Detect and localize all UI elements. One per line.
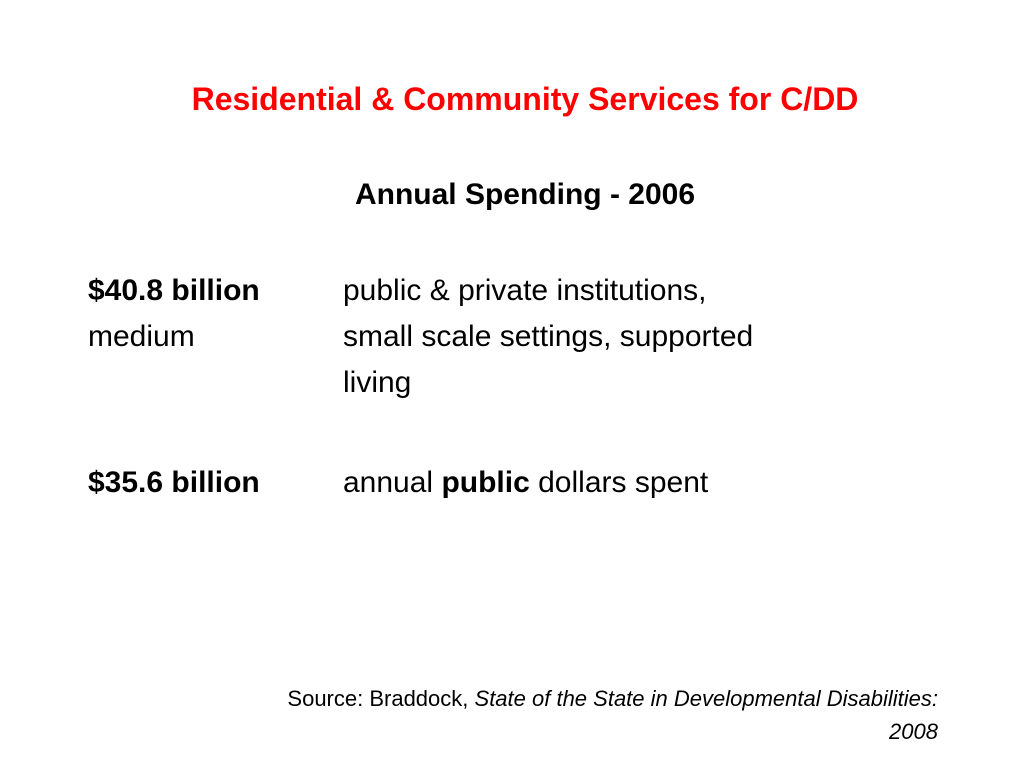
- spending-amount: $35.6 billion: [88, 466, 260, 499]
- source-citation: Source: Braddock, State of the State in …: [78, 682, 938, 748]
- description-text: dollars spent: [529, 466, 709, 499]
- spending-amount: $40.8 billion: [88, 274, 260, 307]
- description-emphasis: public: [441, 466, 530, 499]
- source-title: State of the State in Developmental Disa…: [474, 686, 938, 711]
- slide-subtitle: Annual Spending - 2006: [354, 178, 696, 211]
- description-line: living: [343, 366, 412, 399]
- spending-description: public & private institutions, small sca…: [343, 268, 913, 406]
- description-line: annual public dollars spent: [343, 460, 913, 506]
- description-line: public & private institutions,: [343, 274, 707, 307]
- slide-title: Residential & Community Services for C/D…: [191, 81, 859, 117]
- source-year: 2008: [889, 719, 938, 744]
- description-line: small scale settings, supported: [343, 320, 754, 353]
- source-prefix: Source: Braddock,: [287, 686, 475, 711]
- spending-description: annual public dollars spent: [343, 460, 913, 506]
- description-text: annual: [343, 466, 442, 499]
- spending-amount-note: medium: [88, 320, 195, 353]
